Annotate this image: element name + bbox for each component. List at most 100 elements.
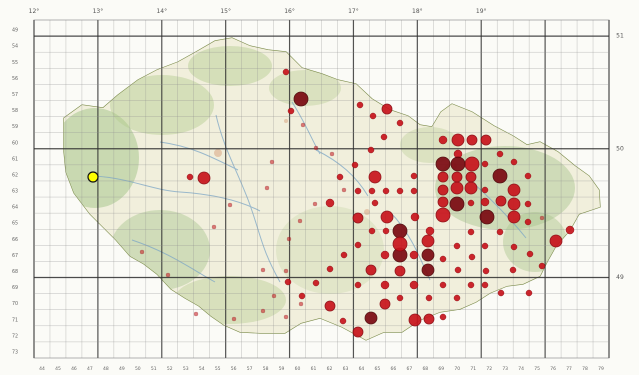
occurrence-marker (139, 249, 145, 255)
occurrence-marker (450, 156, 466, 172)
top-degree-label: 15° (220, 8, 231, 15)
column-label: 76 (550, 366, 556, 372)
column-label: 69 (438, 366, 444, 372)
row-label: 68 (12, 269, 18, 275)
column-label: 52 (167, 366, 173, 372)
column-label: 60 (295, 366, 301, 372)
occurrence-marker (492, 168, 508, 184)
row-label: 65 (12, 221, 18, 227)
occurrence-marker (325, 198, 335, 208)
occurrence-marker (326, 265, 334, 273)
occurrence-marker (282, 68, 290, 76)
occurrence-marker (298, 301, 304, 307)
column-label: 68 (422, 366, 428, 372)
occurrence-marker (298, 292, 306, 300)
occurrence-marker (260, 267, 266, 273)
column-label: 66 (391, 366, 397, 372)
occurrence-marker (354, 187, 362, 195)
row-label: 73 (12, 349, 18, 355)
occurrence-marker (197, 171, 211, 185)
occurrence-marker (368, 170, 382, 184)
occurrence-marker (392, 236, 408, 252)
occurrence-marker (467, 228, 475, 236)
occurrence-marker (410, 172, 418, 180)
row-label: 71 (12, 317, 18, 323)
occurrence-marker (367, 146, 375, 154)
row-label: 64 (12, 205, 18, 211)
occurrence-marker (286, 236, 292, 242)
occurrence-marker (538, 262, 546, 270)
occurrence-marker (439, 255, 447, 263)
occurrence-marker (496, 150, 504, 158)
occurrence-marker (300, 122, 306, 128)
occurrence-marker (396, 119, 404, 127)
occurrence-marker (368, 227, 376, 235)
occurrence-marker (260, 308, 266, 314)
occurrence-marker (423, 313, 435, 325)
column-label: 59 (279, 366, 285, 372)
occurrence-marker (284, 278, 292, 286)
occurrence-marker (409, 250, 419, 260)
occurrence-marker (425, 226, 435, 236)
top-degree-label: 13° (93, 8, 104, 15)
occurrence-marker (410, 212, 420, 222)
occurrence-marker (495, 195, 507, 207)
occurrence-marker (340, 251, 348, 259)
column-label: 44 (39, 366, 45, 372)
occurrence-marker (524, 200, 532, 208)
column-label: 48 (103, 366, 109, 372)
occurrence-marker (435, 207, 451, 223)
occurrence-marker (524, 172, 532, 180)
occurrence-marker (394, 265, 406, 277)
occurrence-marker (410, 187, 418, 195)
row-label: 55 (12, 60, 18, 66)
occurrence-marker (524, 218, 532, 226)
occurrence-marker (539, 215, 545, 221)
row-label: 62 (12, 172, 18, 178)
column-label: 74 (518, 366, 524, 372)
occurrence-marker (510, 243, 518, 251)
occurrence-marker (479, 209, 495, 225)
occurrence-marker (480, 134, 492, 146)
occurrence-marker (312, 279, 320, 287)
column-label: 58 (263, 366, 269, 372)
occurrence-marker (396, 187, 404, 195)
occurrence-marker (283, 268, 289, 274)
occurrence-marker (382, 227, 390, 235)
occurrence-marker (549, 234, 563, 248)
occurrence-marker (437, 171, 449, 183)
occurrence-marker (453, 294, 461, 302)
occurrence-marker (381, 103, 393, 115)
occurrence-marker (465, 171, 477, 183)
occurrence-marker (324, 300, 336, 312)
occurrence-marker (526, 250, 534, 258)
row-label: 72 (12, 333, 18, 339)
occurrence-marker (287, 107, 295, 115)
occurrence-marker (371, 199, 379, 207)
occurrence-marker (482, 267, 490, 275)
top-degree-label: 17° (348, 8, 359, 15)
occurrence-marker (421, 248, 435, 262)
occurrence-marker (507, 210, 521, 224)
occurrence-marker (186, 173, 194, 181)
column-label: 61 (311, 366, 317, 372)
column-label: 79 (598, 366, 604, 372)
row-label: 69 (12, 285, 18, 291)
occurrence-marker (425, 294, 433, 302)
column-label: 57 (247, 366, 253, 372)
occurrence-marker (354, 241, 362, 249)
row-label: 67 (12, 253, 18, 259)
occurrence-marker (450, 181, 464, 195)
occurrence-marker (409, 280, 419, 290)
occurrence-marker (313, 145, 319, 151)
occurrence-marker (354, 281, 362, 289)
occurrence-marker (439, 281, 447, 289)
occurrence-marker (352, 326, 364, 338)
row-label: 54 (12, 44, 18, 50)
row-label: 59 (12, 124, 18, 130)
occurrence-marker (438, 135, 448, 145)
occurrence-marker (451, 171, 463, 183)
occurrence-marker (435, 156, 451, 172)
occurrence-marker (437, 184, 449, 196)
